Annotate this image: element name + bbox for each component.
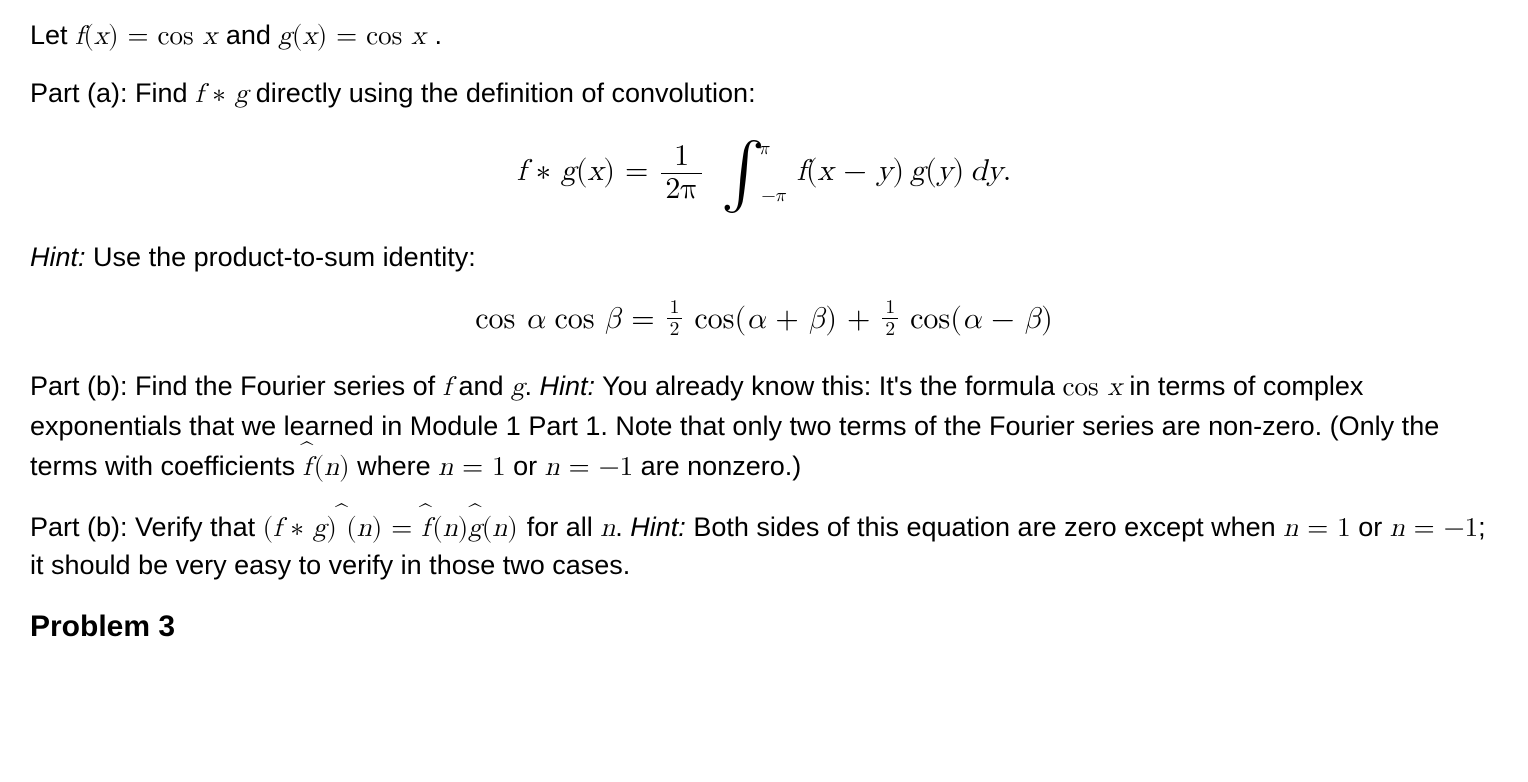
text: where	[357, 451, 438, 481]
text: and	[458, 371, 511, 401]
math-fhat: f (n)	[303, 454, 350, 481]
math-g: g	[511, 374, 525, 401]
text: for all	[527, 512, 601, 542]
frac-den: 2	[667, 319, 683, 339]
next-heading-truncated: Problem 3	[30, 607, 1498, 646]
equation-convolution: f ∗ g(x) = 1 2π ∫ π −π f(x − y) g(y) dy.	[30, 140, 1498, 206]
frac-den: 2π	[661, 174, 702, 206]
document-body: Let f(x) = cos x and g(x) = cos x . Part…	[0, 0, 1528, 656]
hint-label: Hint:	[30, 242, 86, 272]
frac-num: 1	[882, 297, 898, 318]
math-conv-hat: (f ∗ g) (n) = f (n)g(n)	[263, 515, 527, 542]
text: directly using the definition of convolu…	[256, 78, 756, 108]
text: .	[525, 371, 540, 401]
math-n: n	[600, 515, 615, 542]
frac-num: 1	[661, 141, 702, 174]
hint-label: Hint:	[630, 512, 686, 542]
part-a-paragraph: Part (a): Find f ∗ g directly using the …	[30, 76, 1498, 112]
int-lower: −π	[760, 184, 785, 208]
text: You already know this: It's the formula	[602, 371, 1062, 401]
int-upper: π	[758, 137, 769, 161]
text: are nonzero.)	[641, 451, 802, 481]
text: Part (a): Find	[30, 78, 195, 108]
equation-identity: cos α cos β = 1 2 cos(α + β) + 1 2 cos(α…	[30, 297, 1498, 339]
text: Both sides of this equation are zero exc…	[693, 512, 1283, 542]
frac-num: 1	[667, 297, 683, 318]
math-f-def: f(x) = cos x	[75, 23, 226, 50]
hint-label: Hint:	[540, 371, 596, 401]
frac-den: 2	[882, 319, 898, 339]
text: and	[226, 20, 279, 50]
intro-paragraph: Let f(x) = cos x and g(x) = cos x .	[30, 18, 1498, 54]
text: Use the product-to-sum identity:	[93, 242, 476, 272]
math-nm1: n = −1	[545, 454, 633, 481]
part-b1-paragraph: Part (b): Find the Fourier series of f a…	[30, 367, 1498, 486]
math-f: f	[443, 374, 451, 401]
integral-icon: ∫ π −π	[721, 140, 765, 206]
math-n1: n = 1	[438, 454, 505, 481]
hint-paragraph: Hint: Use the product-to-sum identity:	[30, 240, 1498, 275]
text: Let	[30, 20, 75, 50]
text: or	[513, 451, 545, 481]
text: .	[615, 512, 630, 542]
text: Part (b): Find the Fourier series of	[30, 371, 443, 401]
text: .	[434, 20, 442, 50]
math-n1: n = 1	[1283, 515, 1350, 542]
part-b2-paragraph: Part (b): Verify that (f ∗ g) (n) = f (n…	[30, 509, 1498, 586]
math-cosx: cos x	[1062, 374, 1121, 401]
text: or	[1358, 512, 1390, 542]
math-fg: f ∗ g	[195, 81, 248, 108]
text: Part (b): Verify that	[30, 512, 263, 542]
math-nm1: n = −1	[1390, 515, 1478, 542]
math-g-def: g(x) = cos x	[278, 23, 434, 50]
